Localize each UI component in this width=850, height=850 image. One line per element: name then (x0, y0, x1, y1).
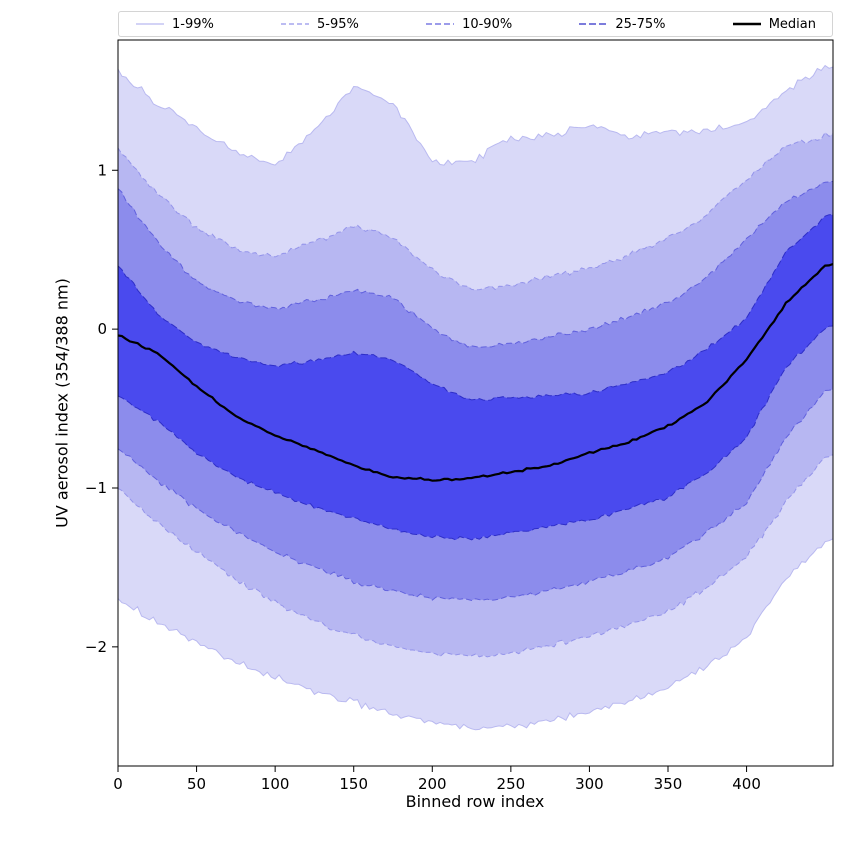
legend-item-label: 25-75% (615, 16, 666, 32)
band-1-99--upper-line (118, 64, 833, 166)
y-tick-label: −2 (85, 638, 107, 656)
legend-item-1-99-: 1-99% (135, 17, 214, 32)
y-tick-label: 1 (97, 161, 107, 179)
legend-item-label: 1-99% (172, 16, 214, 32)
y-axis-label: UV aerosol index (354/388 nm) (52, 278, 72, 528)
band-25-75--fill (118, 214, 833, 540)
x-tick-label: 400 (732, 775, 761, 793)
x-tick-label: 200 (418, 775, 447, 793)
x-tick-label: 150 (339, 775, 368, 793)
legend: 1-99% 5-95% 10-90% 25-75% Median (118, 11, 833, 37)
plot-area (118, 64, 833, 731)
plot-frame (117, 39, 834, 767)
y-tick-label: −1 (85, 479, 107, 497)
band-1-99--lower-line (118, 538, 833, 731)
band-10-90--upper-line (118, 180, 833, 348)
legend-item-label: 10-90% (462, 16, 513, 32)
legend-item-Median: Median (732, 17, 816, 32)
band-25-75--upper-line (118, 214, 833, 401)
x-tick-label: 100 (261, 775, 290, 793)
legend-line-sample (579, 23, 608, 25)
x-tick-label: 0 (113, 775, 123, 793)
legend-item-label: Median (768, 16, 816, 32)
band-5-95--lower-line (118, 454, 833, 658)
legend-item-5-95-: 5-95% (280, 17, 359, 32)
x-tick-label: 350 (654, 775, 683, 793)
legend-line-sample (281, 23, 310, 25)
legend-item-label: 5-95% (317, 16, 359, 32)
legend-line-sample (426, 23, 455, 25)
x-tick-label: 50 (187, 775, 206, 793)
legend-line-sample (136, 23, 164, 25)
x-tick-label: 300 (575, 775, 604, 793)
band-25-75--lower-line (118, 325, 833, 541)
legend-line-sample (732, 22, 761, 26)
median-line (118, 262, 833, 482)
legend-item-10-90-: 10-90% (425, 17, 512, 32)
x-tick-label: 250 (497, 775, 526, 793)
y-tick-label: 0 (97, 320, 107, 338)
band-10-90--lower-line (118, 389, 833, 602)
legend-item-25-75-: 25-75% (578, 16, 666, 32)
x-axis-label: Binned row index (405, 792, 545, 811)
